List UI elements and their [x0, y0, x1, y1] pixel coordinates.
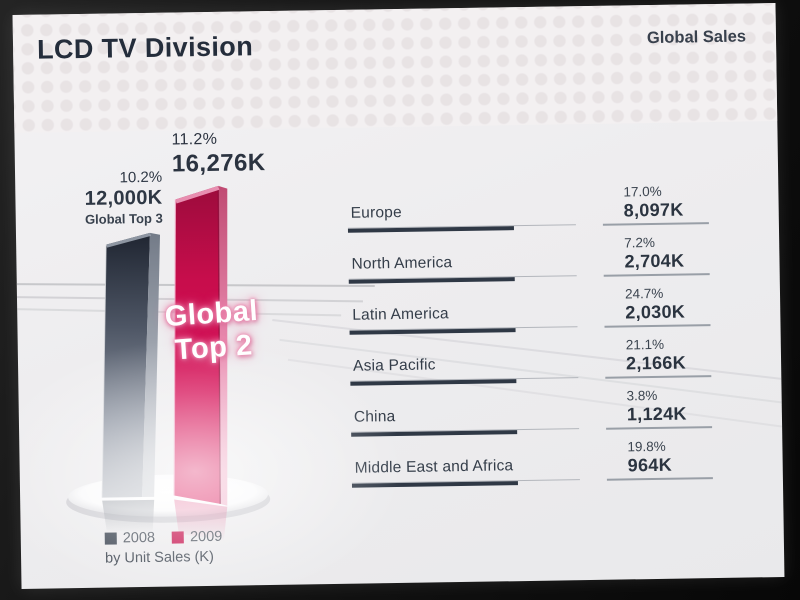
legend-label-2008: 2008: [122, 529, 156, 547]
region-value: 1,124K: [626, 403, 687, 425]
region-stats: 7.2% 2,704K: [603, 235, 710, 277]
bar-2008-value: 12,000K: [84, 186, 163, 210]
table-row: Asia Pacific 21.1% 2,166K: [350, 336, 713, 396]
unit-caption: by Unit Sales (K): [104, 548, 214, 567]
region-value: 2,704K: [624, 250, 685, 272]
bar-2008-callout: 10.2% 12,000K Global Top 3: [43, 168, 163, 227]
region-percent: 24.7%: [624, 285, 664, 302]
legend-item-2008: 2008: [104, 529, 156, 547]
region-stats: 3.8% 1,124K: [605, 387, 713, 430]
region-name: China: [353, 408, 396, 426]
regions-table: Europe 17.0% 8,097K North America 7.2% 2…: [347, 184, 714, 498]
region-name: Middle East and Africa: [354, 457, 514, 477]
region-stats: 21.1% 2,166K: [604, 336, 712, 379]
region-percent: 21.1%: [625, 336, 665, 353]
table-row: Middle East and Africa 19.8% 964K: [351, 439, 714, 498]
region-name: Latin America: [352, 305, 449, 324]
region-percent: 17.0%: [623, 183, 662, 200]
region-percent: 7.2%: [624, 234, 656, 251]
table-row: Europe 17.0% 8,097K: [347, 184, 710, 243]
global-top2-badge: Global Top 2: [143, 292, 281, 369]
bar-2009-percent: 11.2%: [171, 130, 218, 149]
bar-2008-reflection: [102, 499, 155, 533]
legend-swatch-2009: [171, 531, 185, 544]
region-name: Asia Pacific: [352, 356, 436, 375]
region-value: 2,030K: [625, 301, 686, 323]
slide: LCD TV Division Global Sales: [12, 3, 785, 589]
legend-label-2009: 2009: [189, 528, 223, 546]
legend-swatch-2008: [104, 532, 117, 545]
bar-2008-note: Global Top 3: [84, 210, 163, 227]
region-value: 2,166K: [625, 352, 687, 374]
region-value: 964K: [627, 454, 673, 476]
legend: 2008 2009: [104, 528, 223, 547]
region-name: Europe: [350, 203, 403, 222]
bar-2009-callout: 11.2% 16,276K: [171, 130, 266, 178]
region-percent: 3.8%: [626, 387, 658, 404]
region-stats: 19.8% 964K: [606, 439, 713, 481]
bar-2009-value: 16,276K: [171, 148, 266, 178]
region-stats: 24.7% 2,030K: [603, 285, 711, 328]
legend-item-2009: 2009: [171, 528, 223, 546]
bar-2008-percent: 10.2%: [119, 168, 163, 187]
region-value: 8,097K: [623, 199, 684, 221]
region-percent: 19.8%: [627, 438, 666, 455]
region-name: North America: [351, 254, 453, 273]
region-stats: 17.0% 8,097K: [602, 184, 709, 226]
